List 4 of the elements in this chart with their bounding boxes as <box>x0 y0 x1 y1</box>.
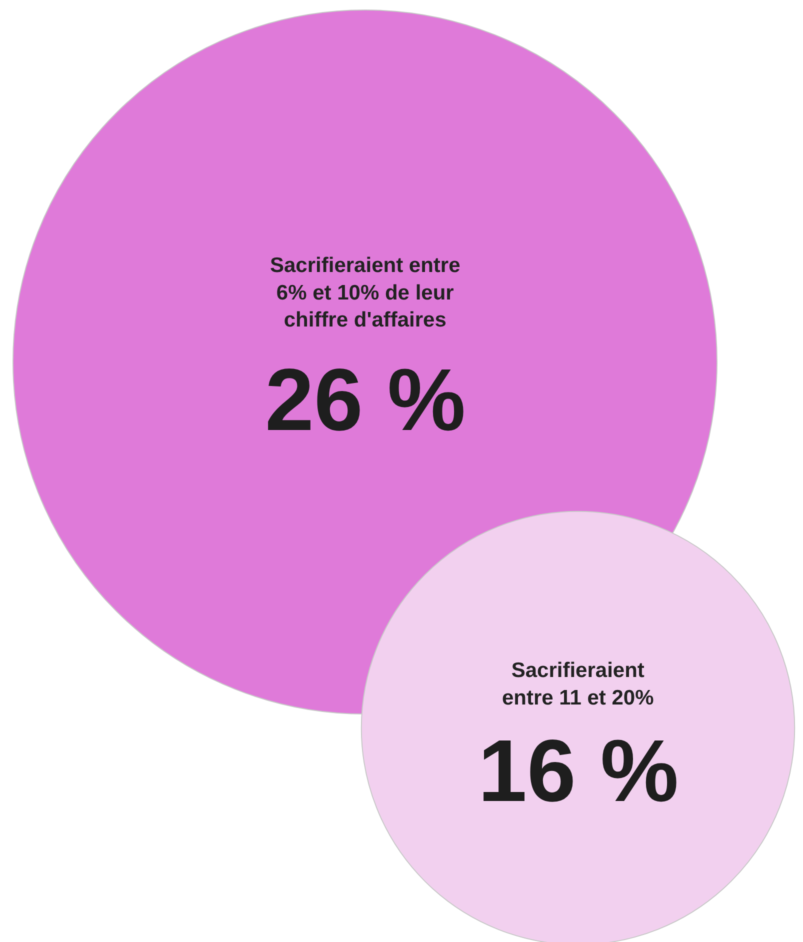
category-label: Sacrifieraient entre 6% et 10% de leur chiffre d'affaires <box>270 254 460 332</box>
data-label: 26 % <box>265 350 466 449</box>
data-label: 16 % <box>478 721 679 820</box>
category-label: Sacrifieraient entre 11 et 20% <box>502 659 654 710</box>
